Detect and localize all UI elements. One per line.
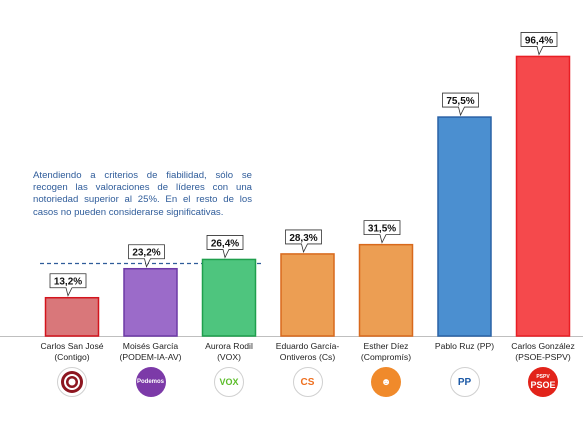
reliability-note: Atendiendo a criterios de fiabilidad, só… [33, 170, 252, 218]
category-label: Carlos San José (Contigo) [31, 341, 113, 363]
category-label: Pablo Ruz (PP) [424, 341, 506, 352]
category-label: Esther Díez (Compromís) [345, 341, 427, 363]
psoe-logo-icon: PSPV PSOE [528, 367, 558, 397]
category-label: Moisés García (PODEM-IA-AV) [110, 341, 192, 363]
category-label: Carlos González (PSOE-PSPV) [502, 341, 583, 363]
category-label-line: Eduardo García- [275, 341, 340, 351]
bar [358, 243, 414, 337]
category-label-line: Ontiveros (Cs) [279, 352, 336, 362]
category-label: Eduardo García- Ontiveros (Cs) [267, 341, 349, 363]
bar [280, 253, 335, 337]
category-label-line: (Contigo) [54, 352, 90, 362]
pp-logo-icon: PP [449, 367, 480, 397]
category-label-line: Carlos González [511, 341, 575, 351]
category-label: Aurora Rodil (VOX) [188, 341, 270, 363]
category-label-line: (VOX) [217, 352, 241, 362]
data-label-box [49, 273, 87, 297]
cs-logo-icon: CS [292, 367, 323, 397]
category-label-line: (Compromís) [360, 352, 412, 362]
data-label: 13,2% [54, 277, 82, 288]
data-label-box [206, 235, 244, 259]
category-label-line: Esther Díez [363, 341, 409, 351]
data-label-box [520, 32, 558, 56]
data-label: 75,5% [446, 96, 474, 107]
category-label-line: Carlos San José [40, 341, 104, 351]
data-label-box [442, 92, 479, 117]
vox-logo-icon: VOX [214, 367, 244, 397]
category-label-line: Aurora Rodil [205, 341, 253, 351]
data-label: 23,2% [132, 248, 160, 259]
compromis-logo-icon: ☻ [371, 367, 401, 397]
logo-text: CS [300, 376, 315, 388]
podemos-logo-icon: Podemos [135, 367, 166, 397]
category-label-line: (PSOE-PSPV) [515, 352, 571, 362]
data-label-box [128, 244, 165, 268]
category-label-line: (PODEM-IA-AV) [119, 352, 182, 362]
bar [515, 55, 571, 337]
category-label-line: Moisés García [122, 341, 179, 351]
bar [44, 296, 100, 337]
logo-text: ☻ [380, 376, 392, 388]
logo-subtext: PSPV [536, 373, 550, 380]
data-label: 31,5% [368, 224, 396, 235]
contigo-logo-icon [57, 367, 87, 397]
bar [123, 267, 178, 337]
data-label: 96,4% [525, 35, 553, 46]
logo-text: VOX [219, 377, 239, 387]
category-label-line: Pablo Ruz (PP) [434, 341, 495, 351]
logo-text: PP [457, 376, 472, 388]
data-label-box [285, 229, 322, 254]
data-label: 28,3% [289, 233, 317, 244]
data-label: 26,4% [211, 238, 239, 249]
bar [201, 258, 257, 337]
logo-text: PSOE [530, 379, 556, 390]
data-label-box [363, 220, 401, 244]
bar [437, 116, 492, 337]
logo-text: Podemos [136, 379, 164, 385]
